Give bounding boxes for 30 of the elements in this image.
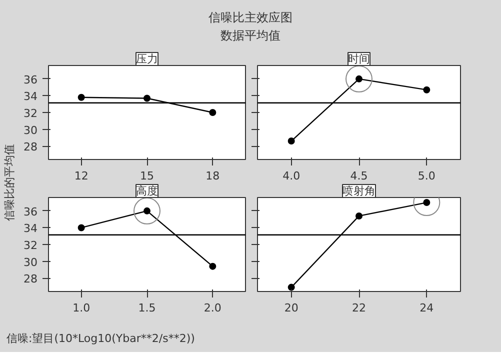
y-tick-label: 34: [24, 90, 38, 104]
x-tick-label: 1.0: [72, 302, 90, 314]
x-tick-label: 22: [352, 302, 366, 314]
y-tick-label: 30: [24, 256, 38, 269]
text: 信噪比主效应图: [208, 10, 292, 24]
x-tick-label: 20: [284, 302, 298, 314]
y-tick-label: 28: [24, 140, 38, 154]
x-tick-label: 4.5: [350, 170, 368, 182]
text: 数据平均值: [220, 28, 280, 42]
text: 信噪比的平均值: [3, 144, 16, 221]
x-tick-label: 2.0: [204, 302, 222, 314]
chart-title: 高度: [136, 184, 158, 198]
y-tick-label: 36: [24, 73, 38, 86]
x-tick-label: 4.0: [282, 170, 300, 182]
x-tick-label: 12: [74, 170, 88, 182]
text: 信噪:望目(10*Log10(Ybar**2/s**2)): [6, 332, 195, 345]
x-tick-label: 18: [206, 170, 220, 182]
chart-title: 时间: [348, 52, 370, 66]
y-tick-label: 28: [24, 272, 38, 286]
x-tick-label: 24: [420, 302, 434, 314]
y-tick-label: 32: [24, 107, 38, 120]
chart-title: 喷射角: [342, 184, 376, 198]
y-tick-label: 32: [24, 239, 38, 252]
y-tick-label: 34: [24, 222, 38, 236]
y-tick-label: 36: [24, 205, 38, 218]
x-tick-label: 1.5: [138, 302, 156, 314]
y-tick-label: 30: [24, 124, 38, 137]
chart-title: 压力: [136, 52, 158, 66]
x-tick-label: 15: [140, 170, 154, 182]
x-tick-label: 5.0: [418, 170, 436, 182]
